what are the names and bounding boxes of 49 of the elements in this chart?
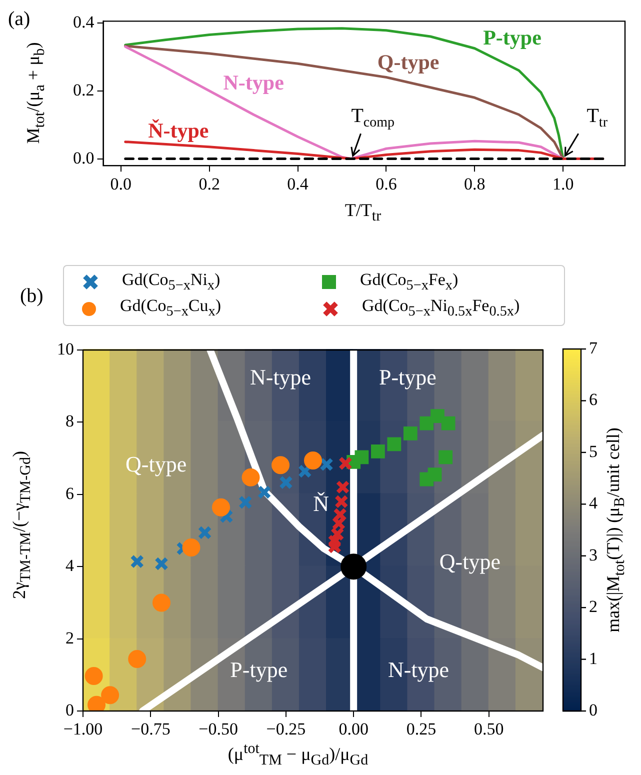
y-tick-label: 0 — [66, 700, 74, 720]
y-tick-label: 8 — [66, 412, 74, 431]
x-tick-label: −0.75 — [130, 720, 170, 739]
x-tick-label: −0.25 — [266, 720, 306, 739]
legend-label: Gd(Co$_{5−x}$Ni$_{x}$) — [122, 270, 220, 294]
legend-label: Gd(Co$_{5−x}$Ni$_{0.5x}$Fe$_{0.5x}$) — [362, 296, 520, 321]
x-tick-label: 0.2 — [198, 174, 220, 194]
series-label: N-type — [223, 70, 284, 94]
annotation: P-type — [378, 364, 436, 390]
color-bar-label: 3 — [589, 545, 598, 564]
legend-label: Gd(Co$_{5−x}$Cu$_{x}$) — [120, 296, 222, 321]
x-tick-label: 0.8 — [464, 174, 486, 194]
chart-title: (b) — [20, 285, 44, 308]
color-bar-label: 4 — [589, 494, 598, 513]
x-axis-title: (μ$^{tot}$$_{TM}$ − μ$_{Gd}$)/μ$_{Gd}$ — [228, 741, 368, 770]
color-bar-label: 5 — [589, 442, 598, 461]
x-tick-label: 0.0 — [110, 174, 132, 194]
annotation: P-type — [230, 657, 288, 682]
x-axis-title: T/T$_{tr}$ — [344, 200, 382, 226]
y-tick-label: 6 — [66, 484, 74, 503]
x-tick-label: 0.4 — [287, 174, 309, 194]
annotation: N-type — [388, 657, 450, 682]
y-tick-label: 0.2 — [73, 80, 94, 100]
color-bar-label: 6 — [589, 390, 598, 410]
x-tick-label: 0.00 — [338, 720, 368, 739]
series-label: Q-type — [377, 50, 440, 74]
x-tick-label: 1.0 — [552, 174, 574, 194]
color-bar-label: 1 — [589, 648, 598, 668]
annotation: Q-type — [439, 548, 500, 574]
x-tick-label: 0.25 — [406, 720, 436, 739]
y-tick-label: 0.4 — [73, 12, 95, 32]
legend-label: Gd(Co$_{5−x}$Fe$_{x}$) — [360, 270, 458, 294]
annotation: Q-type — [126, 451, 187, 476]
x-tick-label: 0.6 — [376, 174, 397, 194]
y-tick-label: 2 — [66, 628, 74, 648]
annotation: N-type — [250, 364, 312, 390]
y-tick-label: 4 — [66, 556, 74, 576]
series-label: Ň-type — [148, 118, 209, 143]
x-tick-label: −0.50 — [198, 720, 238, 739]
y-tick-label: 0.0 — [73, 148, 94, 168]
chart-title: (a) — [8, 8, 30, 31]
series-label: P-type — [483, 25, 542, 50]
x-tick-label: 0.50 — [474, 720, 504, 739]
x-tick-label: −1.00 — [63, 720, 103, 739]
annotation: Ň — [313, 491, 330, 516]
color-bar-label: 7 — [589, 338, 598, 358]
y-tick-label: 10 — [57, 339, 74, 358]
color-bar-label: 2 — [589, 597, 598, 616]
color-bar-label: 0 — [589, 700, 598, 720]
